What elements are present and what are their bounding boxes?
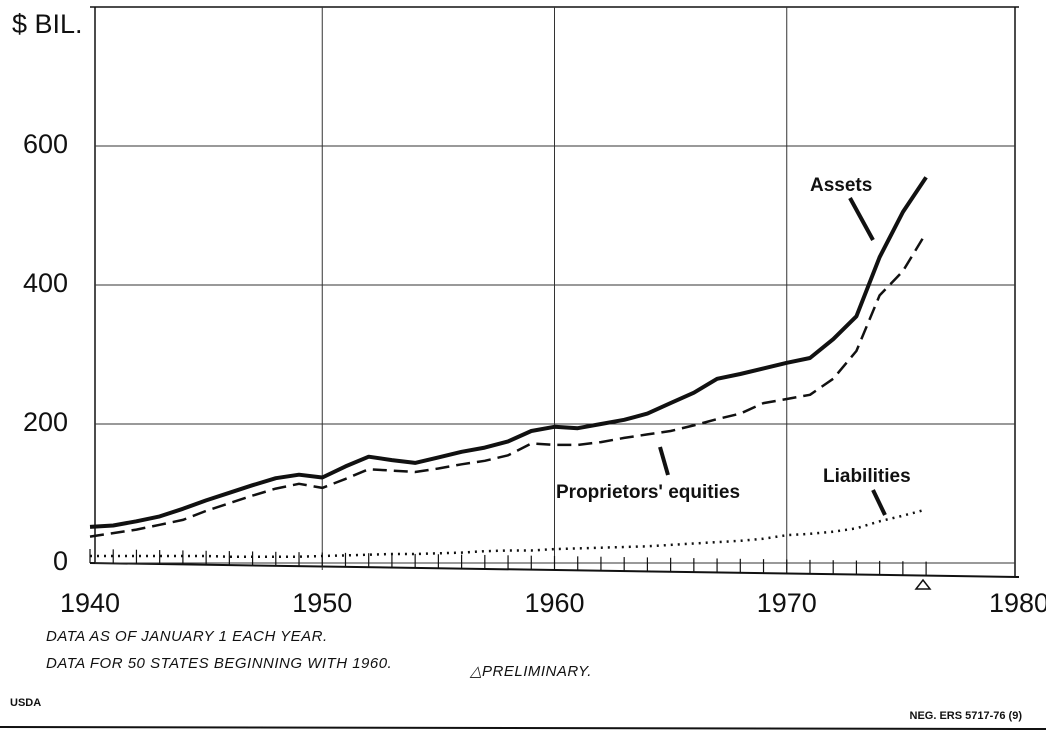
x-tick-label: 1950 <box>292 588 352 618</box>
series-line <box>90 508 927 558</box>
x-tick-label: 1980 <box>989 588 1046 618</box>
y-tick-label: 600 <box>23 129 68 159</box>
x-tick-label: 1960 <box>524 588 584 618</box>
liabilities-label: Liabilities <box>823 466 911 487</box>
preliminary-marker <box>914 578 932 590</box>
y-tick-label: 200 <box>23 407 68 437</box>
rule <box>0 726 1046 730</box>
pointer <box>871 489 887 516</box>
x-tick-label: 1940 <box>60 588 120 618</box>
y-axis-label: $ BIL. <box>12 9 83 39</box>
reference: NEG. ERS 5717-76 (9) <box>910 710 1023 722</box>
y-tick-label: 0 <box>53 546 68 576</box>
assets-label: Assets <box>810 175 872 196</box>
note: DATA FOR 50 STATES BEGINNING WITH 1960. <box>46 655 392 672</box>
pointer <box>848 197 875 241</box>
equities-label: Proprietors' equities <box>556 482 740 503</box>
series-line <box>89 176 928 529</box>
x-tick-label: 1970 <box>757 588 817 618</box>
y-tick-label: 400 <box>23 268 68 298</box>
pointer <box>658 446 670 476</box>
note: DATA AS OF JANUARY 1 EACH YEAR. <box>46 628 328 645</box>
source: USDA <box>10 697 41 709</box>
note: △PRELIMINARY. <box>469 663 592 680</box>
series-line <box>89 232 928 538</box>
